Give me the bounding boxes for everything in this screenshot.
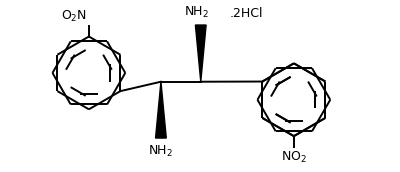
Polygon shape xyxy=(196,25,206,82)
Polygon shape xyxy=(156,82,166,138)
Text: O$_2$N: O$_2$N xyxy=(61,9,87,24)
Text: NO$_2$: NO$_2$ xyxy=(281,149,307,165)
Text: .2HCl: .2HCl xyxy=(230,7,263,20)
Text: NH$_2$: NH$_2$ xyxy=(184,5,210,20)
Text: NH$_2$: NH$_2$ xyxy=(148,144,174,159)
